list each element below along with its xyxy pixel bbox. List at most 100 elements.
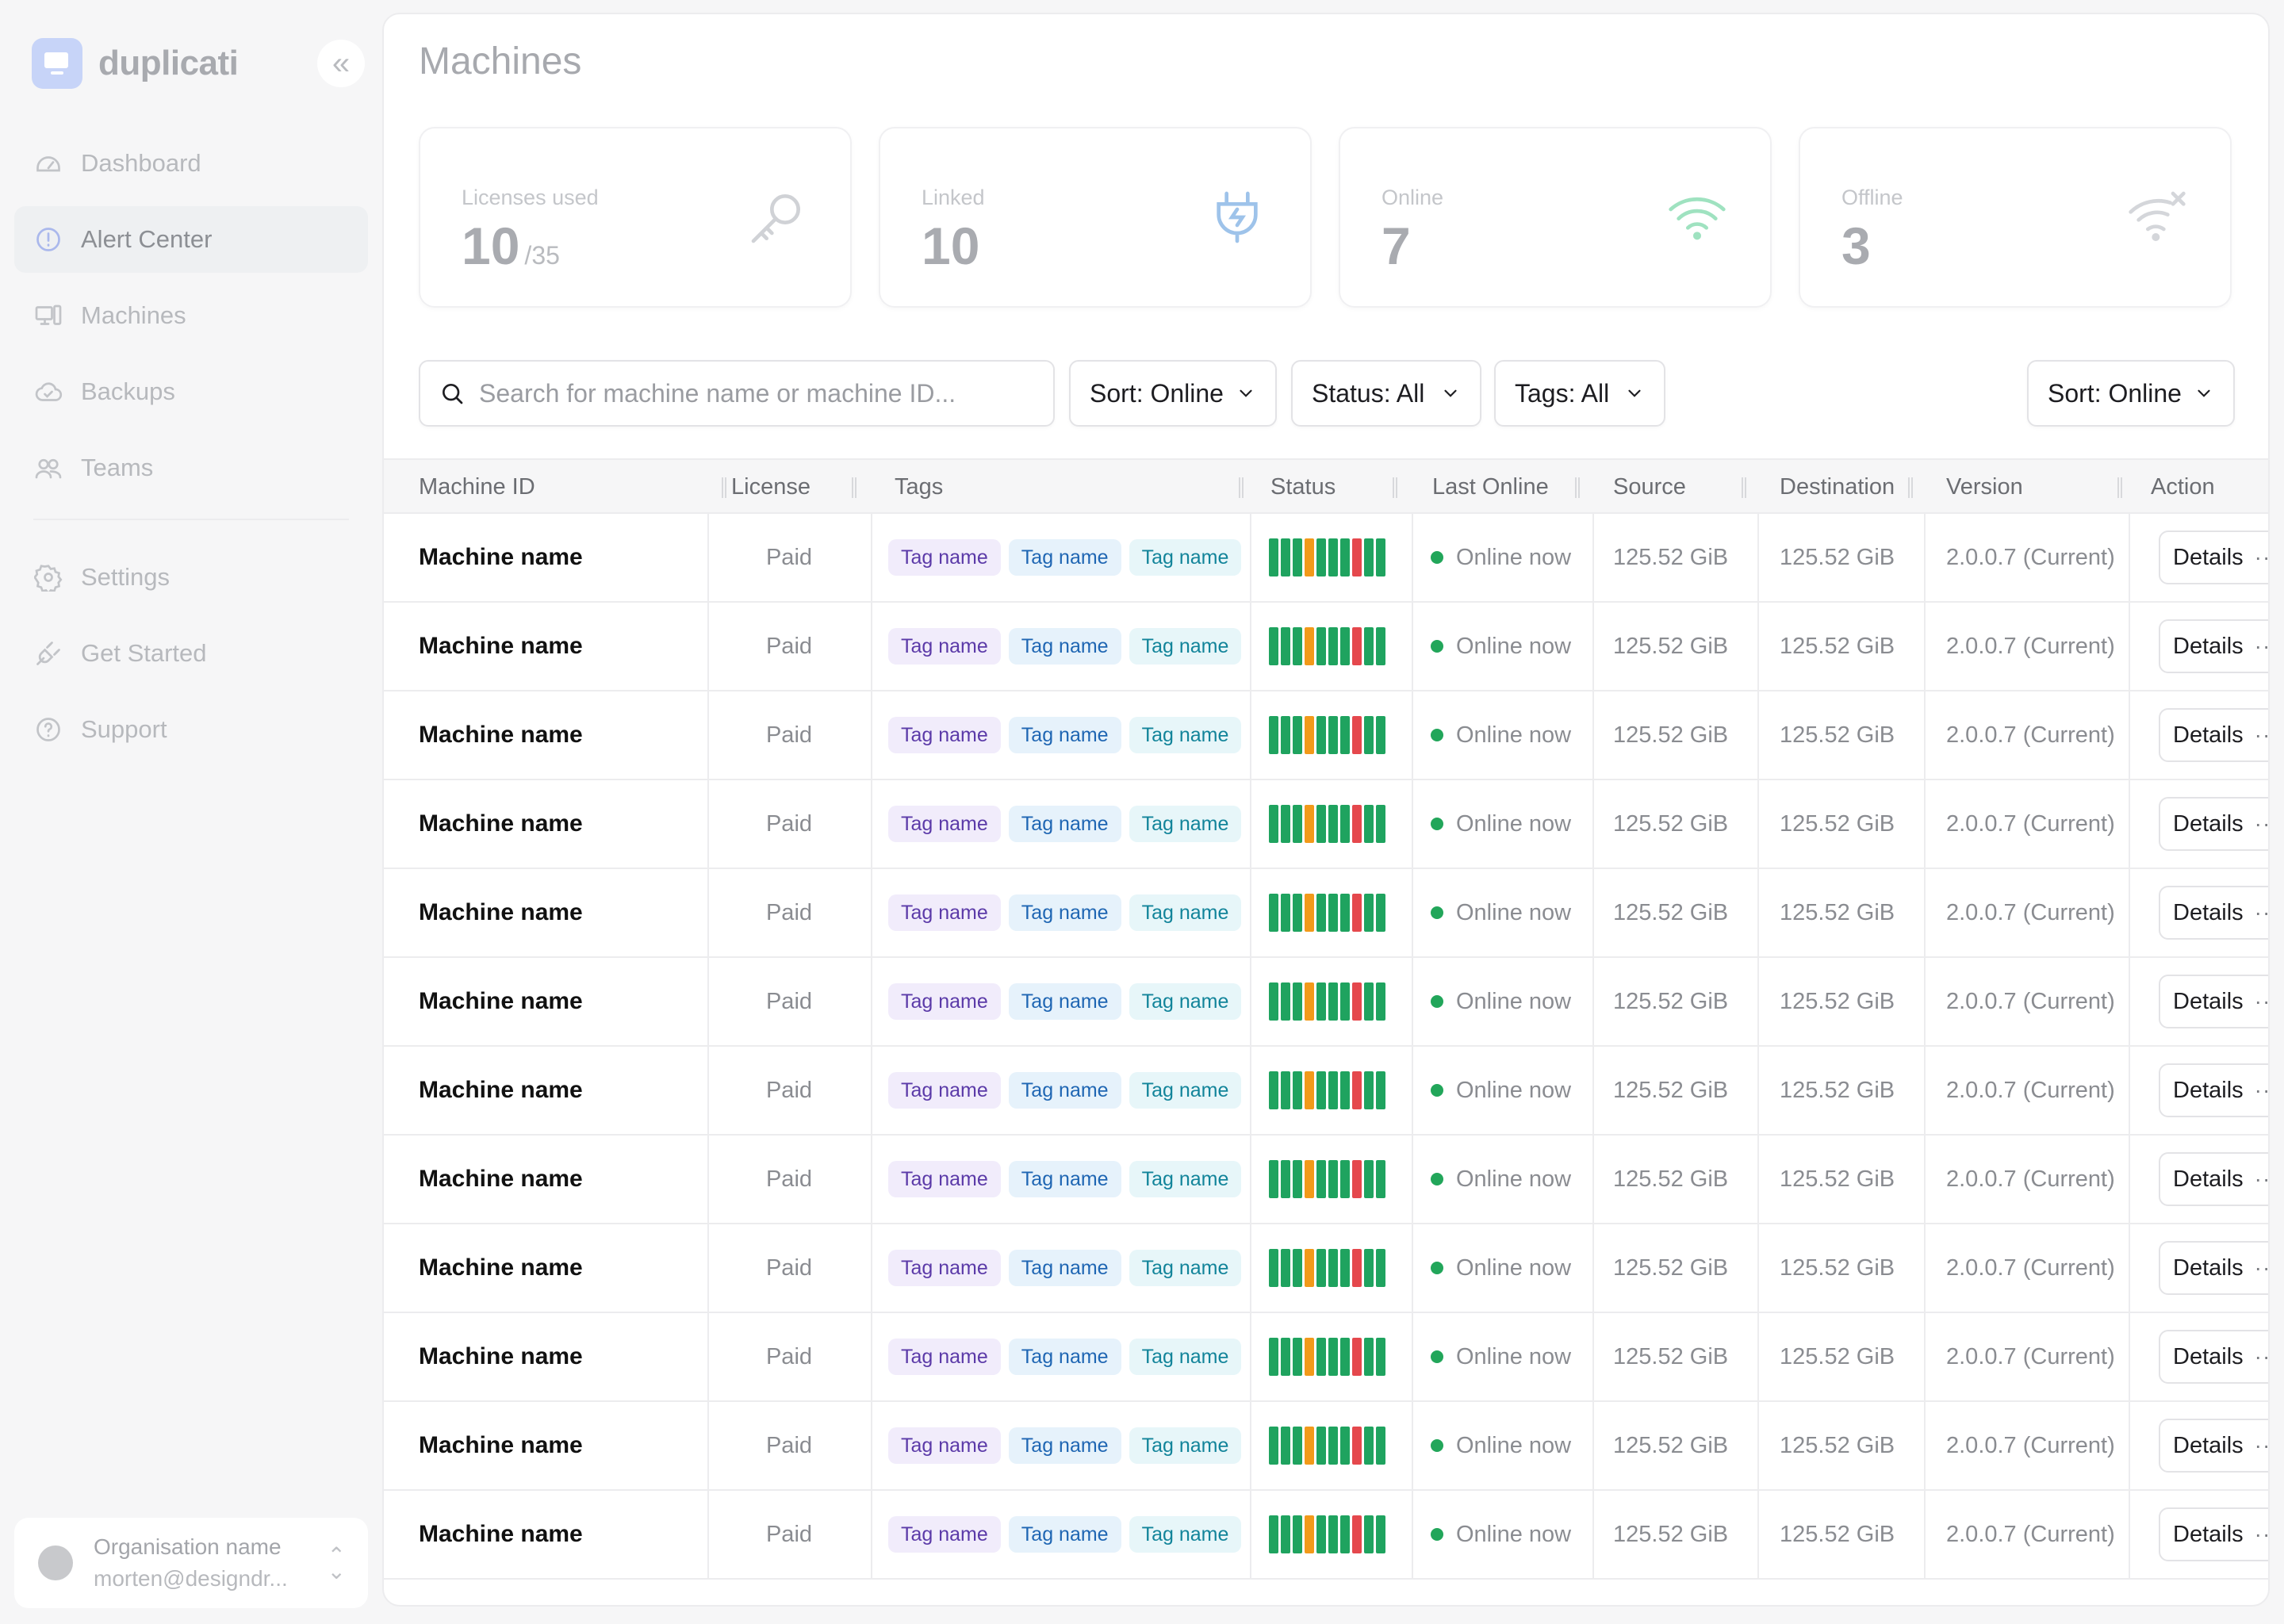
sidebar-item-support[interactable]: Support (14, 696, 368, 763)
tag-chip[interactable]: Tag name (1129, 628, 1242, 665)
machine-name[interactable]: Machine name (419, 899, 583, 925)
machine-name[interactable]: Machine name (419, 1077, 583, 1103)
status-bar[interactable] (1352, 982, 1362, 1021)
status-bar[interactable] (1316, 894, 1326, 932)
details-button[interactable]: Details ··· (2159, 1330, 2268, 1384)
status-bar[interactable] (1293, 805, 1302, 843)
details-button[interactable]: Details ··· (2159, 1419, 2268, 1473)
tag-chip[interactable]: Tag name (1008, 894, 1121, 931)
more-icon[interactable]: ··· (2254, 1255, 2268, 1280)
status-bar[interactable] (1316, 538, 1326, 576)
status-bar[interactable] (1293, 1071, 1302, 1109)
more-icon[interactable]: ··· (2254, 900, 2268, 925)
details-button[interactable]: Details ··· (2159, 1063, 2268, 1117)
column-resize-handle[interactable] (1239, 477, 1244, 498)
more-icon[interactable]: ··· (2254, 634, 2268, 658)
search-input[interactable] (479, 378, 1034, 408)
sidebar-item-alert-center[interactable]: Alert Center (14, 206, 368, 273)
status-bar[interactable] (1316, 627, 1326, 665)
status-bar[interactable] (1364, 1160, 1374, 1198)
status-bar[interactable] (1305, 1249, 1314, 1287)
tag-chip[interactable]: Tag name (888, 1339, 1001, 1375)
machine-name[interactable]: Machine name (419, 722, 583, 748)
status-bar[interactable] (1364, 805, 1374, 843)
status-bar[interactable] (1352, 1338, 1362, 1376)
status-bar[interactable] (1293, 538, 1302, 576)
machine-name[interactable]: Machine name (419, 1432, 583, 1458)
tag-chip[interactable]: Tag name (888, 717, 1001, 753)
status-bar[interactable] (1305, 1338, 1314, 1376)
machine-name[interactable]: Machine name (419, 1343, 583, 1369)
status-bar[interactable] (1352, 805, 1362, 843)
status-bar[interactable] (1376, 982, 1385, 1021)
status-bar[interactable] (1281, 1071, 1290, 1109)
tags-filter-dropdown[interactable]: Tags: All (1494, 360, 1665, 427)
status-bar[interactable] (1281, 805, 1290, 843)
tag-chip[interactable]: Tag name (1129, 1250, 1242, 1286)
status-bar[interactable] (1328, 1515, 1338, 1553)
status-bar[interactable] (1269, 1249, 1278, 1287)
status-bar[interactable] (1269, 627, 1278, 665)
status-bar[interactable] (1269, 716, 1278, 754)
status-bar[interactable] (1352, 716, 1362, 754)
status-bar[interactable] (1340, 1338, 1350, 1376)
sidebar-item-teams[interactable]: Teams (14, 435, 368, 501)
tag-chip[interactable]: Tag name (888, 1516, 1001, 1553)
status-bar[interactable] (1281, 1427, 1290, 1465)
column-header-version[interactable]: Version (1946, 460, 2122, 514)
sidebar-item-machines[interactable]: Machines (14, 282, 368, 349)
tag-chip[interactable]: Tag name (1008, 717, 1121, 753)
more-icon[interactable]: ··· (2254, 1522, 2268, 1546)
sidebar-item-backups[interactable]: Backups (14, 358, 368, 425)
status-bar[interactable] (1364, 538, 1374, 576)
status-bar[interactable] (1328, 1071, 1338, 1109)
status-bar[interactable] (1293, 716, 1302, 754)
status-bar[interactable] (1376, 805, 1385, 843)
tag-chip[interactable]: Tag name (888, 983, 1001, 1020)
status-bar[interactable] (1328, 1427, 1338, 1465)
tag-chip[interactable]: Tag name (1008, 1516, 1121, 1553)
status-bar[interactable] (1305, 538, 1314, 576)
status-bar[interactable] (1352, 627, 1362, 665)
status-bar[interactable] (1340, 1160, 1350, 1198)
column-resize-handle[interactable] (722, 477, 726, 498)
details-button[interactable]: Details ··· (2159, 619, 2268, 673)
column-header-source[interactable]: Source (1613, 460, 1746, 514)
status-bar[interactable] (1376, 1249, 1385, 1287)
brand-logo[interactable]: duplicati (32, 38, 239, 89)
column-resize-handle[interactable] (1575, 477, 1580, 498)
status-bar[interactable] (1281, 894, 1290, 932)
status-bar[interactable] (1340, 627, 1350, 665)
tag-chip[interactable]: Tag name (888, 1072, 1001, 1109)
table-row[interactable]: Machine name Paid Tag name Tag name Tag name… (384, 1136, 2268, 1224)
status-bar[interactable] (1328, 716, 1338, 754)
status-bar[interactable] (1328, 538, 1338, 576)
status-bar[interactable] (1328, 805, 1338, 843)
status-bar[interactable] (1316, 1160, 1326, 1198)
tag-chip[interactable]: Tag name (888, 806, 1001, 842)
table-row[interactable]: Machine name Paid Tag name Tag name Tag name… (384, 1313, 2268, 1402)
table-row[interactable]: Machine name Paid Tag name Tag name Tag name… (384, 869, 2268, 958)
column-resize-handle[interactable] (1908, 477, 1913, 498)
tag-chip[interactable]: Tag name (888, 894, 1001, 931)
machine-name[interactable]: Machine name (419, 988, 583, 1014)
tag-chip[interactable]: Tag name (1008, 1427, 1121, 1464)
status-bar[interactable] (1364, 627, 1374, 665)
status-bar[interactable] (1376, 538, 1385, 576)
status-bar[interactable] (1281, 716, 1290, 754)
tag-chip[interactable]: Tag name (1129, 539, 1242, 576)
status-bar[interactable] (1281, 627, 1290, 665)
tag-chip[interactable]: Tag name (888, 1250, 1001, 1286)
table-row[interactable]: Machine name Paid Tag name Tag name Tag name… (384, 1491, 2268, 1580)
status-bar[interactable] (1364, 894, 1374, 932)
tag-chip[interactable]: Tag name (1129, 806, 1242, 842)
details-button[interactable]: Details ··· (2159, 1241, 2268, 1295)
more-icon[interactable]: ··· (2254, 1166, 2268, 1191)
machine-name[interactable]: Machine name (419, 1166, 583, 1192)
tag-chip[interactable]: Tag name (888, 1427, 1001, 1464)
status-bar[interactable] (1352, 1427, 1362, 1465)
status-bar[interactable] (1364, 1071, 1374, 1109)
status-bar[interactable] (1352, 538, 1362, 576)
status-bar[interactable] (1281, 1515, 1290, 1553)
status-bar[interactable] (1364, 982, 1374, 1021)
